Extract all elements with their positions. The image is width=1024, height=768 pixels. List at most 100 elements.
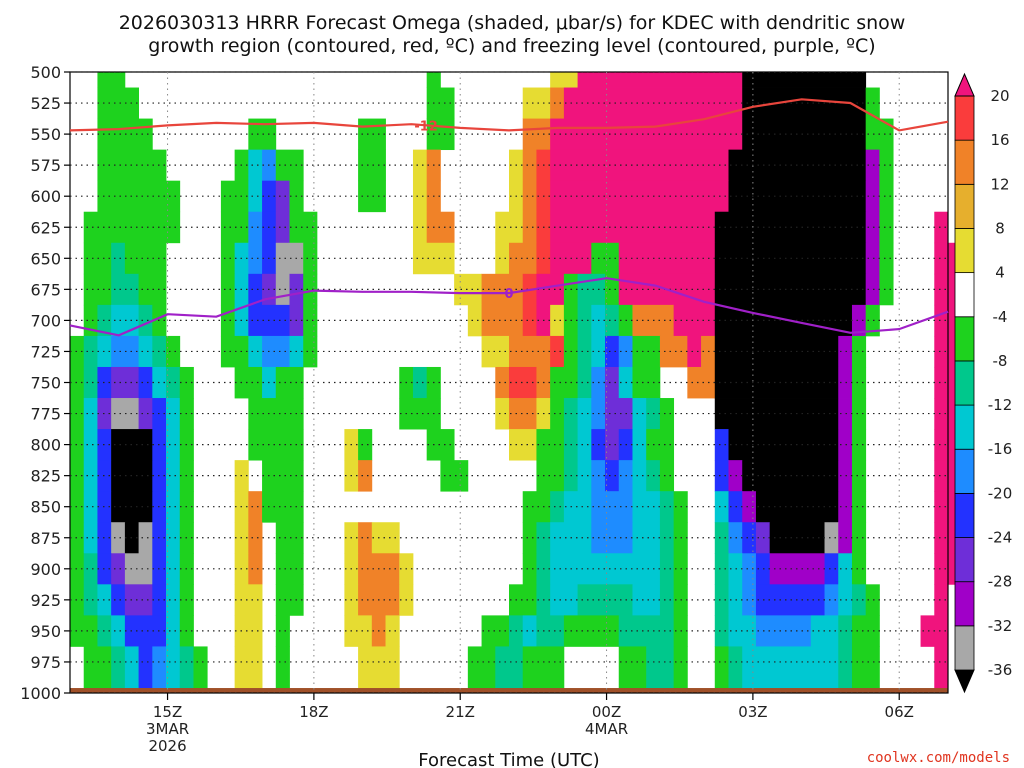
omega-cell [193, 646, 208, 694]
y-tick-label: 850 [30, 498, 61, 517]
omega-cell [70, 335, 85, 368]
omega-cell [495, 366, 510, 399]
y-tick-label: 675 [30, 280, 61, 299]
omega-cell [152, 646, 167, 694]
omega-cell [550, 398, 565, 430]
omega-cell [550, 180, 729, 213]
omega-cell [550, 335, 565, 368]
y-tick-label: 525 [30, 94, 61, 113]
omega-cell [467, 304, 482, 337]
omega-cell [742, 72, 867, 88]
omega-cell [412, 366, 428, 399]
omega-cell [248, 242, 263, 275]
omega-cell [70, 615, 98, 647]
omega-cell [879, 273, 894, 306]
colorbar-swatch [954, 448, 975, 494]
omega-cell [577, 460, 592, 492]
omega-cell [714, 242, 867, 275]
omega-cell [865, 211, 880, 244]
omega-cell [275, 180, 290, 213]
omega-cell [83, 366, 98, 399]
x-tick-date: 3MAR [146, 720, 189, 738]
omega-cell [865, 242, 880, 275]
omega-cell [673, 646, 688, 694]
omega-cell [838, 615, 853, 647]
omega-cell [303, 242, 318, 275]
omega-cell [838, 522, 853, 554]
omega-cell [111, 242, 126, 275]
omega-cell [838, 491, 853, 523]
omega-cell [138, 398, 153, 430]
x-tick-label: 06Z [885, 703, 914, 721]
omega-cell [138, 646, 153, 694]
omega-cell [851, 398, 867, 430]
omega-cell [97, 180, 181, 213]
x-tick-label: 03Z [738, 703, 767, 721]
omega-cell [275, 211, 290, 244]
omega-cell [83, 553, 98, 585]
x-tick-label: 21Z [446, 703, 475, 721]
y-tick-label: 900 [30, 560, 61, 579]
omega-cell [248, 211, 263, 244]
grid-lines [70, 71, 948, 694]
omega-cell [714, 646, 729, 694]
omega-cell [70, 398, 85, 430]
omega-cell [934, 646, 949, 694]
omega-cell [714, 522, 729, 554]
contour-label: 0 [504, 287, 513, 302]
colorbar-swatch [954, 139, 975, 185]
omega-cell [851, 615, 880, 647]
colorbar-swatch [954, 316, 975, 362]
omega-cell [687, 335, 702, 368]
omega-cell [838, 429, 853, 461]
omega-cell [879, 180, 894, 213]
omega-cell [412, 211, 428, 244]
colorbar-label: 8 [995, 219, 1005, 237]
omega-cell [124, 646, 139, 694]
colorbar-label: -36 [988, 661, 1013, 679]
omega-cell [412, 180, 428, 213]
omega-cell [179, 646, 194, 694]
omega-cell [124, 584, 153, 616]
omega-cell [851, 429, 867, 461]
omega-cell [714, 460, 729, 492]
omega-cell [577, 304, 592, 337]
omega-cell [166, 646, 181, 694]
temperature-contours: -12 0 [69, 98, 949, 337]
credit-text: coolwx.com/models [867, 750, 1010, 766]
omega-cell [851, 304, 867, 337]
omega-cell [358, 429, 373, 461]
omega-cell [563, 615, 620, 647]
omega-cell [550, 211, 716, 244]
omega-cell [851, 491, 867, 523]
omega-cell [495, 646, 524, 694]
omega-cell [865, 180, 880, 213]
omega-cell [605, 460, 620, 492]
colorbar-label: 20 [990, 87, 1009, 105]
contour-line [69, 277, 949, 337]
omega-cell [659, 522, 675, 554]
omega-cell [220, 335, 249, 368]
omega-cell [714, 429, 729, 461]
y-tick-label: 800 [30, 436, 61, 455]
omega-cell [83, 646, 112, 694]
omega-cell [138, 335, 153, 368]
omega-cell [138, 366, 153, 399]
omega-cell [851, 460, 867, 492]
omega-cell [659, 398, 675, 430]
omega-cell [111, 584, 126, 616]
colorbar-swatch [954, 95, 975, 141]
y-tick-label: 775 [30, 405, 61, 424]
omega-cell [166, 584, 181, 616]
omega-cell [550, 72, 578, 88]
colorbar-swatch [954, 272, 975, 318]
omega-cell [838, 335, 853, 368]
omega-cell [838, 366, 853, 399]
omega-cell [166, 335, 181, 368]
omega-cell [714, 491, 729, 523]
y-tick-label: 1000 [20, 684, 61, 703]
omega-cell [605, 273, 620, 306]
colorbar-swatch [954, 72, 975, 97]
colorbar-swatch [954, 404, 975, 450]
